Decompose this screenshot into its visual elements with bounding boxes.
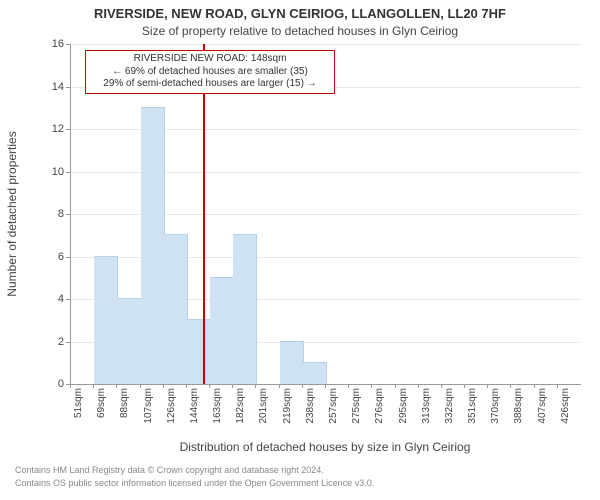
annotation-line3: 29% of semi-detached houses are larger (… xyxy=(92,78,328,91)
x-tick-mark xyxy=(534,384,535,388)
x-tick-label: 219sqm xyxy=(282,388,293,438)
x-tick-label: 351sqm xyxy=(467,388,478,438)
y-tick-label: 10 xyxy=(34,166,64,178)
x-tick-mark xyxy=(302,384,303,388)
x-tick-mark xyxy=(418,384,419,388)
histogram-bar xyxy=(210,277,234,384)
x-tick-label: 388sqm xyxy=(513,388,524,438)
chart-title-line2: Size of property relative to detached ho… xyxy=(0,24,600,38)
y-tick-mark xyxy=(66,44,70,45)
x-tick-mark xyxy=(371,384,372,388)
y-tick-mark xyxy=(66,342,70,343)
gridline xyxy=(71,44,581,45)
annotation-line2: ← 69% of detached houses are smaller (35… xyxy=(92,66,328,79)
y-tick-label: 0 xyxy=(34,378,64,390)
x-tick-label: 275sqm xyxy=(351,388,362,438)
histogram-bar xyxy=(117,298,141,384)
y-tick-mark xyxy=(66,214,70,215)
chart-container: RIVERSIDE, NEW ROAD, GLYN CEIRIOG, LLANG… xyxy=(0,0,600,500)
marker-line xyxy=(203,44,205,384)
y-tick-label: 6 xyxy=(34,251,64,263)
annotation-box: RIVERSIDE NEW ROAD: 148sqm← 69% of detac… xyxy=(85,50,335,94)
x-tick-label: 163sqm xyxy=(212,388,223,438)
y-tick-label: 8 xyxy=(34,208,64,220)
x-tick-mark xyxy=(441,384,442,388)
y-tick-label: 14 xyxy=(34,81,64,93)
y-tick-mark xyxy=(66,299,70,300)
histogram-bar xyxy=(233,234,257,384)
footer-line1: Contains HM Land Registry data © Crown c… xyxy=(15,465,324,475)
x-tick-mark xyxy=(487,384,488,388)
x-tick-mark xyxy=(232,384,233,388)
x-tick-label: 144sqm xyxy=(189,388,200,438)
x-tick-label: 276sqm xyxy=(374,388,385,438)
histogram-bar xyxy=(141,107,165,384)
y-tick-label: 2 xyxy=(34,336,64,348)
annotation-line1: RIVERSIDE NEW ROAD: 148sqm xyxy=(92,53,328,66)
x-tick-mark xyxy=(510,384,511,388)
x-tick-label: 126sqm xyxy=(166,388,177,438)
y-tick-label: 16 xyxy=(34,38,64,50)
x-tick-mark xyxy=(279,384,280,388)
x-tick-label: 182sqm xyxy=(235,388,246,438)
x-tick-mark xyxy=(395,384,396,388)
plot-area xyxy=(70,44,581,385)
x-tick-mark xyxy=(557,384,558,388)
x-tick-mark xyxy=(325,384,326,388)
y-tick-mark xyxy=(66,87,70,88)
x-tick-label: 407sqm xyxy=(537,388,548,438)
x-tick-mark xyxy=(464,384,465,388)
y-axis-label: Number of detached properties xyxy=(5,131,19,296)
histogram-bar xyxy=(164,234,188,384)
x-tick-label: 295sqm xyxy=(398,388,409,438)
x-tick-label: 238sqm xyxy=(305,388,316,438)
histogram-bar xyxy=(187,319,211,384)
histogram-bar xyxy=(280,341,304,385)
x-tick-label: 313sqm xyxy=(421,388,432,438)
x-tick-label: 426sqm xyxy=(560,388,571,438)
x-tick-mark xyxy=(93,384,94,388)
y-tick-mark xyxy=(66,129,70,130)
x-tick-label: 370sqm xyxy=(490,388,501,438)
x-tick-mark xyxy=(255,384,256,388)
x-tick-mark xyxy=(116,384,117,388)
x-tick-label: 69sqm xyxy=(96,388,107,438)
x-tick-label: 107sqm xyxy=(143,388,154,438)
footer-line2: Contains OS public sector information li… xyxy=(15,478,374,488)
x-tick-mark xyxy=(186,384,187,388)
x-tick-mark xyxy=(348,384,349,388)
x-tick-mark xyxy=(209,384,210,388)
x-tick-mark xyxy=(70,384,71,388)
x-tick-mark xyxy=(140,384,141,388)
y-tick-label: 12 xyxy=(34,123,64,135)
x-tick-label: 51sqm xyxy=(73,388,84,438)
y-tick-label: 4 xyxy=(34,293,64,305)
x-tick-label: 201sqm xyxy=(258,388,269,438)
x-axis-label: Distribution of detached houses by size … xyxy=(70,440,580,454)
histogram-bar xyxy=(303,362,327,384)
x-tick-label: 88sqm xyxy=(119,388,130,438)
x-tick-mark xyxy=(163,384,164,388)
y-tick-mark xyxy=(66,257,70,258)
chart-title-line1: RIVERSIDE, NEW ROAD, GLYN CEIRIOG, LLANG… xyxy=(0,6,600,21)
y-tick-mark xyxy=(66,172,70,173)
x-tick-label: 332sqm xyxy=(444,388,455,438)
histogram-bar xyxy=(94,256,118,385)
x-tick-label: 257sqm xyxy=(328,388,339,438)
